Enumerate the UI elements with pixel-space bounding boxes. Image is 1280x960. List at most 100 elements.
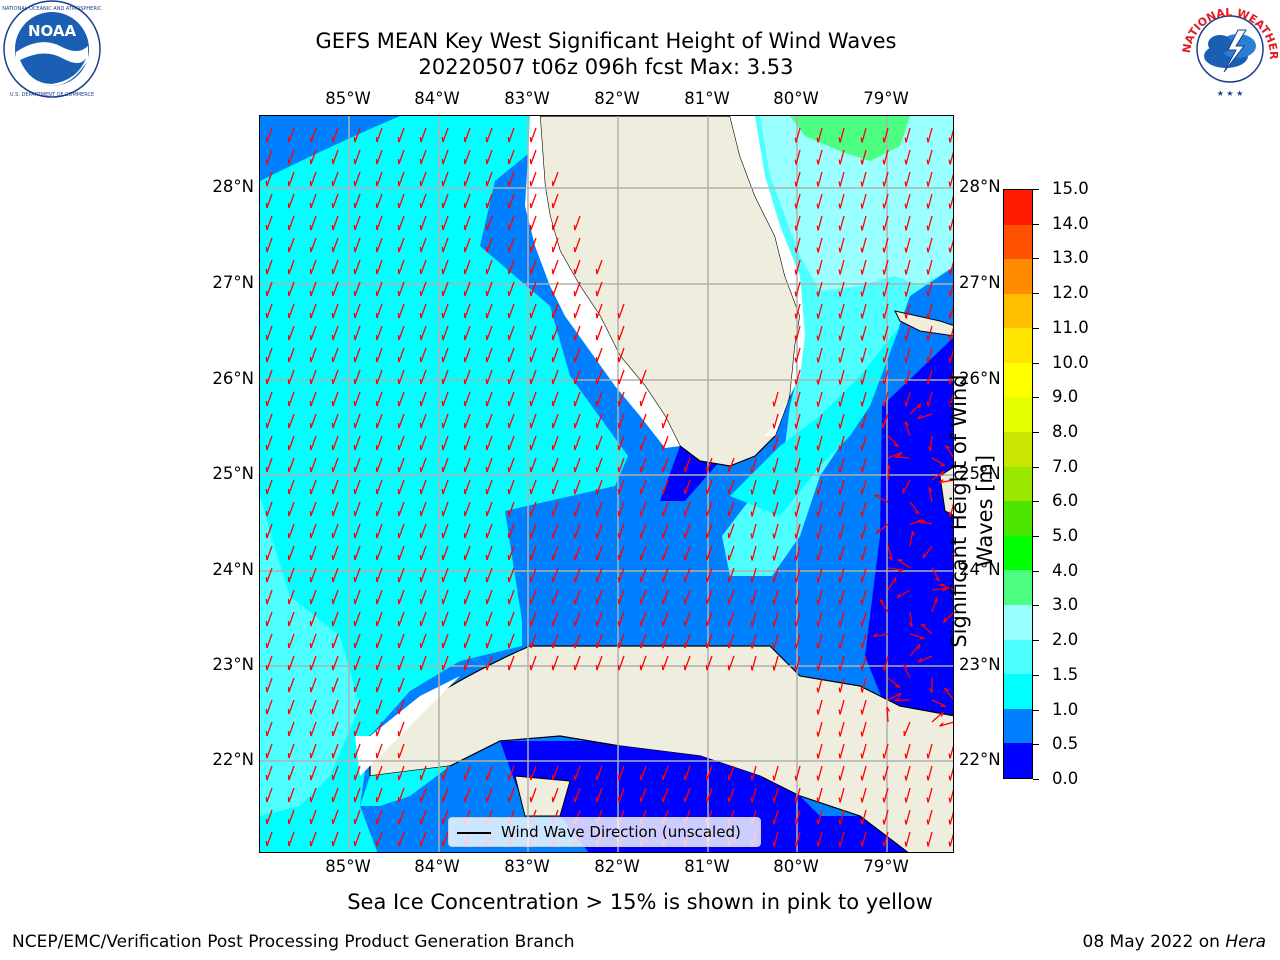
wave-direction-arrowhead bbox=[309, 555, 312, 561]
lat-label-left: 28°N bbox=[212, 177, 254, 196]
wave-direction-arrow bbox=[918, 655, 933, 663]
wave-direction-arrow bbox=[508, 479, 515, 495]
wave-direction-arrowhead bbox=[397, 797, 400, 803]
wave-direction-arrowhead bbox=[917, 644, 921, 650]
wave-direction-arrow bbox=[839, 523, 845, 539]
wave-direction-arrowhead bbox=[816, 181, 819, 187]
wave-direction-arrow bbox=[817, 721, 823, 737]
wave-direction-arrow bbox=[376, 435, 383, 451]
wave-direction-arrow bbox=[508, 457, 515, 473]
wave-direction-arrow bbox=[266, 347, 273, 363]
wave-direction-arrowhead bbox=[860, 797, 863, 803]
wave-direction-arrow bbox=[773, 809, 779, 825]
wave-direction-arrow bbox=[420, 215, 427, 231]
wave-direction-arrowhead bbox=[375, 269, 378, 275]
wave-direction-arrowhead bbox=[882, 357, 885, 363]
wave-direction-arrow bbox=[420, 787, 427, 803]
wave-direction-arrow bbox=[684, 765, 691, 781]
wave-direction-arrow bbox=[640, 457, 647, 473]
wave-direction-arrowhead bbox=[375, 511, 378, 517]
wave-direction-arrowhead bbox=[441, 269, 444, 275]
wave-direction-arrow bbox=[684, 457, 691, 473]
wave-direction-arrow bbox=[266, 765, 273, 781]
lon-label-top: 81°W bbox=[684, 89, 730, 108]
wave-direction-arrowhead bbox=[507, 599, 510, 605]
wave-direction-arrowhead bbox=[573, 225, 576, 231]
wave-direction-arrowhead bbox=[617, 797, 620, 803]
wave-direction-arrow bbox=[376, 545, 383, 561]
wave-direction-arrowhead bbox=[838, 379, 841, 385]
wave-direction-arrowhead bbox=[287, 445, 290, 451]
wave-direction-arrowhead bbox=[309, 357, 312, 363]
wave-direction-arrow bbox=[310, 193, 317, 209]
wave-direction-arrow bbox=[508, 171, 515, 187]
contour-band-1.5 bbox=[260, 116, 628, 852]
wave-direction-arrow bbox=[486, 787, 493, 803]
wave-direction-arrowhead bbox=[485, 489, 488, 495]
wave-direction-arrow bbox=[887, 545, 893, 561]
wave-direction-arrow bbox=[795, 127, 801, 143]
wave-direction-arrowhead bbox=[551, 335, 554, 341]
wave-direction-arrowhead bbox=[287, 643, 290, 649]
wave-direction-arrowhead bbox=[485, 797, 488, 803]
wave-direction-arrow bbox=[332, 369, 339, 385]
wave-direction-arrowhead bbox=[375, 291, 378, 297]
nws-logo-icon: NATIONAL WEATHER SERVICE ★ ★ ★ bbox=[1174, 0, 1280, 100]
wave-direction-arrow bbox=[927, 787, 933, 803]
wave-direction-arrow bbox=[266, 787, 273, 803]
wave-direction-arrowhead bbox=[265, 181, 268, 187]
colorbar-tick-mark bbox=[1033, 293, 1039, 295]
wave-direction-arrowhead bbox=[397, 203, 400, 209]
wave-direction-arrow bbox=[376, 633, 383, 649]
wave-direction-arrowhead bbox=[463, 137, 466, 143]
wave-direction-arrow bbox=[552, 435, 559, 451]
wave-direction-arrowhead bbox=[882, 819, 885, 825]
wave-direction-arrowhead bbox=[331, 511, 334, 517]
wave-direction-arrowhead bbox=[507, 269, 510, 275]
wave-direction-arrow bbox=[288, 523, 295, 539]
wave-direction-arrowhead bbox=[893, 444, 899, 448]
wave-direction-arrow bbox=[442, 435, 449, 451]
svg-text:U.S. DEPARTMENT OF COMMERCE: U.S. DEPARTMENT OF COMMERCE bbox=[10, 92, 94, 98]
wave-direction-arrow bbox=[795, 457, 801, 473]
wave-direction-arrow bbox=[376, 523, 383, 539]
wave-direction-arrowhead bbox=[794, 819, 797, 825]
wave-direction-arrowhead bbox=[353, 357, 356, 363]
wave-direction-arrow bbox=[887, 576, 897, 591]
wave-direction-arrowhead bbox=[287, 489, 290, 495]
wave-direction-arrow bbox=[596, 567, 603, 583]
wave-direction-arrow bbox=[618, 457, 625, 473]
wave-direction-arrowhead bbox=[772, 665, 775, 671]
wave-direction-arrowhead bbox=[838, 269, 841, 275]
wave-direction-arrowhead bbox=[287, 159, 290, 165]
wave-direction-arrow bbox=[773, 457, 779, 473]
wave-direction-arrow bbox=[905, 831, 911, 847]
wave-direction-arrow bbox=[751, 545, 757, 561]
wave-direction-arrowhead bbox=[551, 797, 554, 803]
wave-direction-arrowhead bbox=[353, 731, 356, 737]
wave-direction-arrow bbox=[640, 479, 647, 495]
wave-direction-arrow bbox=[596, 281, 603, 297]
wave-direction-arrow bbox=[552, 765, 559, 781]
wave-direction-arrowhead bbox=[441, 313, 444, 319]
wave-direction-arrowhead bbox=[639, 423, 642, 429]
wave-direction-arrowhead bbox=[529, 643, 532, 649]
wave-direction-arrow bbox=[640, 391, 647, 407]
wave-direction-arrow bbox=[883, 303, 889, 319]
wave-direction-arrow bbox=[486, 215, 493, 231]
wave-direction-arrow bbox=[332, 743, 339, 759]
wave-direction-arrow bbox=[552, 457, 559, 473]
wave-direction-arrowhead bbox=[838, 665, 841, 671]
wave-direction-arrowhead bbox=[375, 489, 378, 495]
wave-direction-arrowhead bbox=[772, 511, 775, 517]
wave-direction-arrowhead bbox=[705, 467, 708, 473]
wave-direction-arrowhead bbox=[419, 775, 422, 781]
wave-direction-arrowhead bbox=[914, 511, 920, 515]
wave-direction-arrowhead bbox=[926, 269, 929, 275]
wave-direction-arrowhead bbox=[882, 775, 885, 781]
lat-label-right: 23°N bbox=[959, 655, 1001, 674]
wave-direction-arrowhead bbox=[287, 731, 290, 737]
wave-direction-arrow bbox=[887, 464, 890, 481]
wave-direction-arrow bbox=[530, 413, 537, 429]
wave-direction-arrowhead bbox=[595, 797, 598, 803]
